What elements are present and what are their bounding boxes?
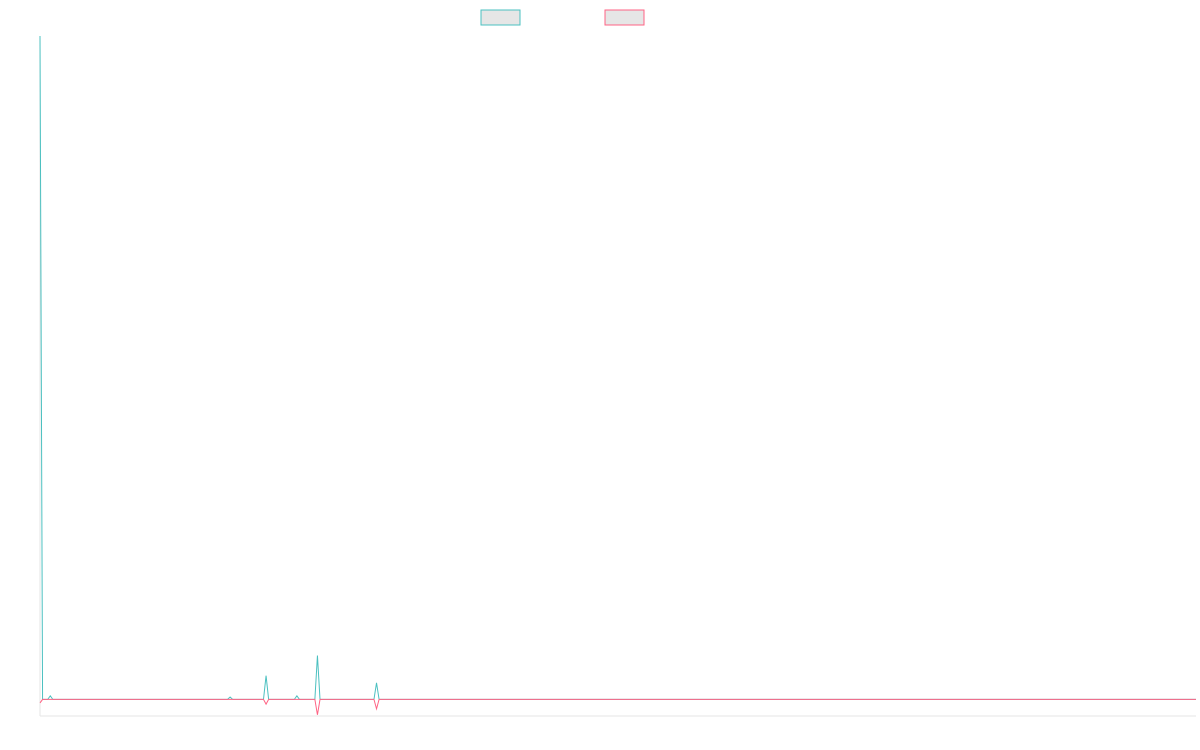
series-layer <box>39 35 1196 715</box>
plot-area <box>39 35 1196 717</box>
legend-swatch-1[interactable] <box>480 9 521 26</box>
legend <box>480 9 645 26</box>
series-line-1 <box>39 35 1196 700</box>
legend-swatch-2[interactable] <box>604 9 645 26</box>
series-line-2 <box>39 698 1196 715</box>
